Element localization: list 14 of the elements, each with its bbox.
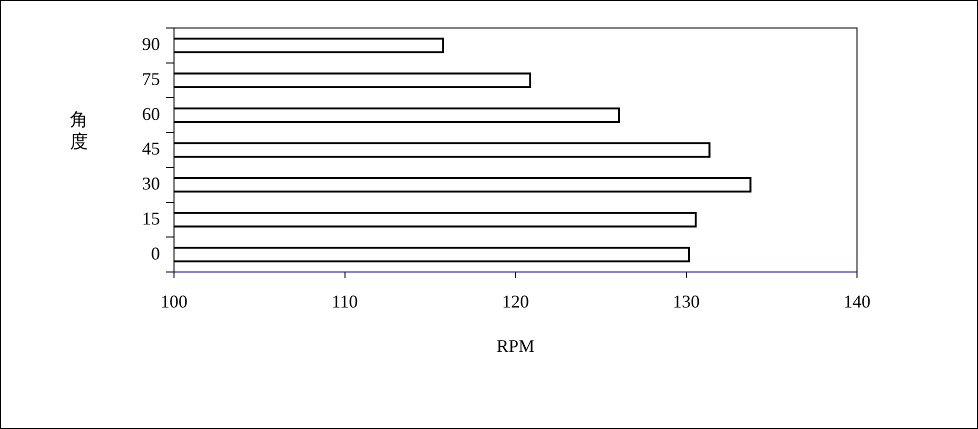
y-tick-label: 0 xyxy=(151,243,160,264)
x-tick-label: 120 xyxy=(502,292,529,312)
x-tick-label: 110 xyxy=(332,292,358,312)
y-tick-label: 60 xyxy=(142,104,160,124)
x-tick-label: 100 xyxy=(160,292,188,312)
y-axis-title: 角度 xyxy=(70,110,88,152)
x-axis-title: RPM xyxy=(496,336,535,356)
x-tick-label: 130 xyxy=(672,292,700,312)
y-tick-label: 30 xyxy=(142,174,160,194)
x-tick-label: 140 xyxy=(844,292,870,312)
y-tick-label: 15 xyxy=(142,208,160,228)
y-tick-label: 90 xyxy=(142,34,160,54)
y-tick-label: 75 xyxy=(142,69,160,90)
y-tick-label: 45 xyxy=(142,138,160,159)
